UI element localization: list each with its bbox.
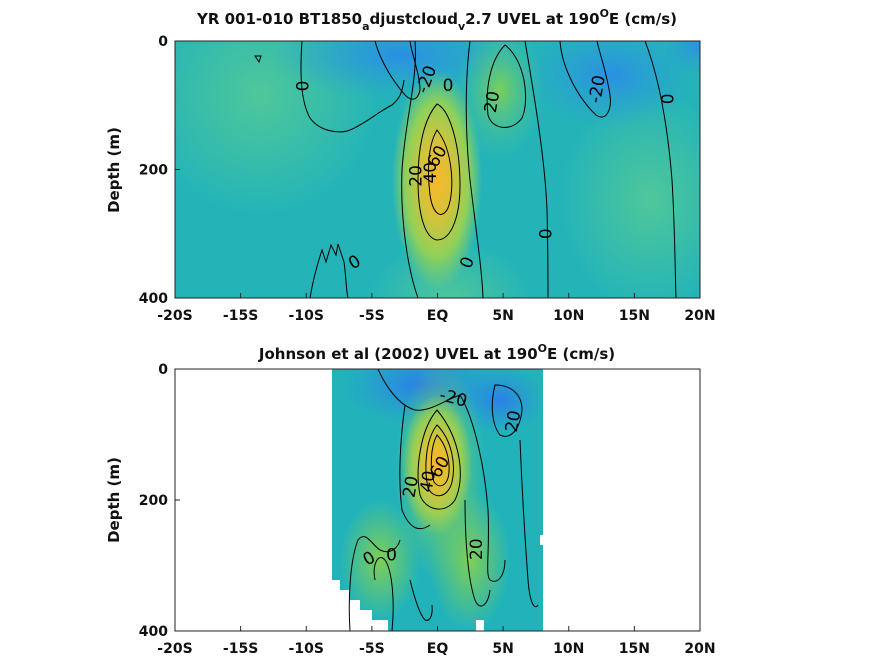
y-tick-label: 400 bbox=[139, 624, 168, 640]
x-tick-label: 5N bbox=[492, 308, 513, 324]
x-tick-label: EQ bbox=[427, 641, 449, 656]
contour-label: 20 bbox=[467, 538, 487, 560]
x-tick-label: 20N bbox=[684, 641, 715, 656]
x-tick-label: 5N bbox=[492, 641, 513, 656]
contour-label: 0 bbox=[659, 93, 679, 104]
contour-label: 0 bbox=[443, 76, 454, 96]
panel-observed-uvel: Johnson et al (2002) UVEL at 190OE (cm/s… bbox=[105, 342, 716, 656]
x-axis: -20S -15S -10S -5S EQ 5N 10N 15N 20N bbox=[157, 626, 716, 656]
x-tick-label: 20N bbox=[684, 308, 715, 324]
contour-label: -20 bbox=[585, 74, 610, 105]
x-tick-label: EQ bbox=[427, 308, 449, 324]
contour-label: 20 bbox=[502, 409, 525, 434]
x-tick-label: 15N bbox=[619, 641, 650, 656]
contour-label: 40 bbox=[421, 162, 441, 184]
heatmap-field bbox=[332, 369, 543, 631]
contour-label: 0 bbox=[536, 228, 556, 239]
x-tick-label: -5S bbox=[359, 308, 385, 324]
x-tick-label: -15S bbox=[223, 308, 258, 324]
x-tick-label: 15N bbox=[619, 308, 650, 324]
x-axis: -20S -15S -10S -5S EQ 5N 10N 15N 20N bbox=[157, 293, 716, 324]
x-tick-label: -20S bbox=[157, 308, 192, 324]
y-tick-label: 200 bbox=[139, 163, 168, 179]
chart-title: YR 001-010 BT1850adjustcloudv2.7 UVEL at… bbox=[196, 7, 677, 33]
contour-lines bbox=[348, 369, 539, 631]
contour-label: 0 bbox=[386, 546, 397, 566]
x-tick-label: -5S bbox=[359, 641, 385, 656]
y-tick-label: 400 bbox=[139, 291, 168, 307]
x-tick-label: 10N bbox=[553, 308, 584, 324]
y-axis: 0 200 400 bbox=[139, 34, 180, 307]
y-tick-label: 200 bbox=[139, 493, 168, 509]
heatmap-field bbox=[175, 41, 700, 298]
y-axis: 0 200 400 bbox=[139, 362, 180, 640]
chart-title: Johnson et al (2002) UVEL at 190OE (cm/s… bbox=[258, 342, 615, 363]
x-tick-label: -10S bbox=[289, 641, 324, 656]
x-tick-label: 10N bbox=[553, 641, 584, 656]
contour-label: 0 bbox=[294, 81, 314, 92]
y-axis-label: Depth (m) bbox=[105, 127, 123, 213]
contour-label: 20 bbox=[481, 90, 504, 115]
panel-model-uvel: YR 001-010 BT1850adjustcloudv2.7 UVEL at… bbox=[105, 7, 716, 324]
y-tick-label: 0 bbox=[158, 362, 168, 378]
x-tick-label: -15S bbox=[223, 641, 258, 656]
contour-label: 20 bbox=[400, 475, 423, 500]
x-tick-label: -20S bbox=[157, 641, 192, 656]
x-tick-label: -10S bbox=[289, 308, 324, 324]
contour-label: 20 bbox=[407, 165, 427, 187]
y-tick-label: 0 bbox=[158, 34, 168, 50]
contour-lines bbox=[254, 41, 677, 298]
y-axis-label: Depth (m) bbox=[105, 457, 123, 543]
contour-label: 40 bbox=[417, 469, 440, 494]
